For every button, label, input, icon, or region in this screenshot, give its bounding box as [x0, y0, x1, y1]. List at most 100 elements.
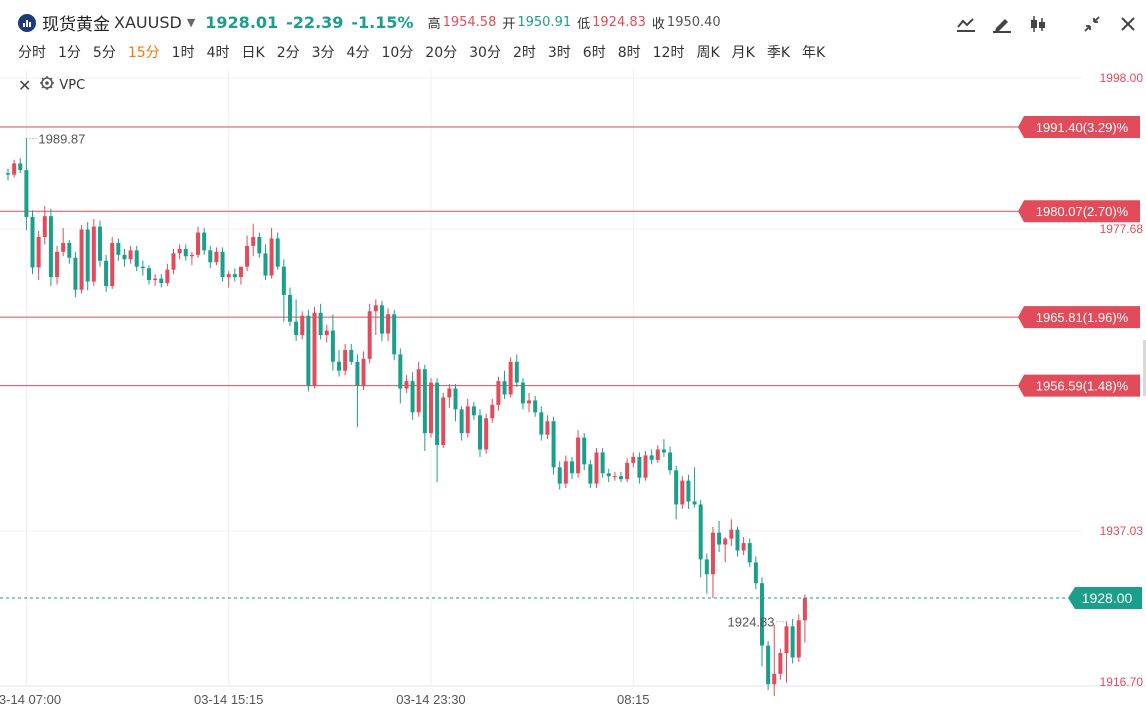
candle-body[interactable]: [373, 305, 378, 312]
candle-body[interactable]: [361, 358, 366, 386]
candle-body[interactable]: [312, 312, 317, 386]
line-chart-icon[interactable]: [948, 10, 984, 38]
candle-body[interactable]: [410, 381, 415, 413]
candle-body[interactable]: [753, 562, 758, 584]
candle-body[interactable]: [796, 620, 801, 658]
price-level-tag[interactable]: [1018, 116, 1140, 139]
candle-body[interactable]: [643, 455, 648, 478]
period-tab[interactable]: 4分: [346, 45, 370, 61]
candle-body[interactable]: [61, 242, 66, 252]
candle-body[interactable]: [263, 253, 268, 276]
candle-body[interactable]: [766, 645, 771, 685]
candle-body[interactable]: [520, 382, 525, 404]
candle-body[interactable]: [514, 361, 519, 383]
candle-body[interactable]: [300, 315, 305, 336]
candle-body[interactable]: [539, 412, 544, 435]
candle-body[interactable]: [686, 480, 691, 502]
period-tab[interactable]: 3分: [311, 45, 335, 61]
candle-body[interactable]: [729, 529, 734, 539]
candle-body[interactable]: [379, 305, 384, 334]
candle-body[interactable]: [85, 229, 90, 282]
candle-body[interactable]: [330, 330, 335, 362]
candle-body[interactable]: [784, 626, 789, 654]
candle-body[interactable]: [281, 266, 286, 295]
candle-body[interactable]: [128, 250, 133, 260]
candle-body[interactable]: [208, 250, 213, 263]
candle-body[interactable]: [704, 559, 709, 575]
period-tab[interactable]: 8时: [617, 45, 641, 61]
candle-body[interactable]: [343, 349, 348, 371]
gear-icon[interactable]: [39, 75, 55, 95]
candle-body[interactable]: [306, 315, 311, 386]
candle-body[interactable]: [48, 216, 53, 278]
candle-body[interactable]: [778, 653, 783, 674]
candle-body[interactable]: [802, 598, 807, 621]
candle-body[interactable]: [398, 354, 403, 389]
candle-body[interactable]: [245, 245, 250, 267]
candle-body[interactable]: [318, 312, 323, 336]
remove-indicator-icon[interactable]: ✕: [18, 75, 32, 95]
candle-body[interactable]: [251, 236, 256, 246]
period-tab[interactable]: 季K: [766, 45, 791, 61]
candle-body[interactable]: [447, 388, 452, 398]
candle-body[interactable]: [557, 467, 562, 484]
price-level-tag[interactable]: [1018, 374, 1140, 397]
period-tab[interactable]: 10分: [381, 45, 414, 61]
period-tab[interactable]: 20分: [425, 45, 458, 61]
candle-body[interactable]: [165, 269, 170, 284]
candle-body[interactable]: [668, 452, 673, 471]
draw-pencil-icon[interactable]: [984, 10, 1020, 38]
candle-body[interactable]: [723, 538, 728, 545]
candle-body[interactable]: [226, 274, 231, 278]
candle-body[interactable]: [232, 274, 237, 278]
candle-body[interactable]: [55, 251, 60, 278]
candle-body[interactable]: [551, 421, 556, 468]
candle-body[interactable]: [367, 311, 372, 359]
candle-type-icon[interactable]: [1020, 10, 1056, 38]
candle-body[interactable]: [189, 254, 194, 257]
candle-body[interactable]: [428, 382, 433, 434]
period-tab[interactable]: 日K: [241, 45, 265, 61]
candle-body[interactable]: [680, 480, 685, 505]
candle-body[interactable]: [612, 476, 617, 478]
candle-body[interactable]: [392, 314, 397, 355]
candle-body[interactable]: [171, 253, 176, 270]
candle-body[interactable]: [600, 452, 605, 474]
candle-body[interactable]: [698, 504, 703, 560]
candle-body[interactable]: [116, 242, 121, 255]
candle-body[interactable]: [502, 381, 507, 395]
candle-body[interactable]: [619, 476, 623, 480]
period-tab[interactable]: 4时: [206, 45, 230, 61]
candle-body[interactable]: [355, 361, 360, 386]
candle-body[interactable]: [527, 400, 532, 404]
candle-body[interactable]: [741, 543, 746, 551]
period-tab[interactable]: 30分: [469, 45, 501, 61]
candle-body[interactable]: [287, 294, 292, 322]
candle-body[interactable]: [24, 170, 29, 217]
candle-body[interactable]: [588, 464, 593, 484]
candle-body[interactable]: [735, 529, 740, 551]
period-tab[interactable]: 周K: [696, 45, 720, 61]
candle-body[interactable]: [453, 388, 458, 410]
candle-body[interactable]: [710, 532, 715, 575]
period-tab[interactable]: 6时: [582, 45, 606, 61]
candle-body[interactable]: [508, 361, 513, 395]
candle-body[interactable]: [18, 163, 23, 171]
candle-body[interactable]: [625, 462, 630, 480]
candle-body[interactable]: [465, 406, 470, 434]
caret-down-icon[interactable]: ▼: [186, 16, 196, 29]
period-tab[interactable]: 2时: [512, 45, 536, 61]
candle-body[interactable]: [478, 415, 483, 450]
candle-body[interactable]: [183, 248, 188, 257]
candle-body[interactable]: [122, 254, 127, 260]
candle-body[interactable]: [490, 404, 495, 419]
candle-body[interactable]: [441, 397, 446, 446]
price-level-tag[interactable]: [1018, 200, 1140, 223]
resize-handle[interactable]: [1143, 340, 1146, 396]
candle-body[interactable]: [747, 543, 752, 563]
candle-body[interactable]: [717, 532, 722, 545]
candle-body[interactable]: [649, 455, 654, 460]
period-tab[interactable]: 12时: [652, 45, 685, 61]
candle-body[interactable]: [692, 501, 697, 505]
candle-body[interactable]: [12, 163, 17, 175]
